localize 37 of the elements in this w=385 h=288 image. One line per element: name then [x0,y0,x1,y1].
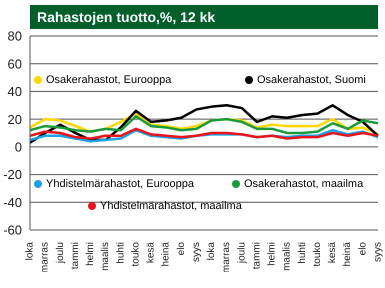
x-tick-label: loka [24,242,36,260]
x-tick-label: touko [130,242,142,266]
x-tick-label: loka [206,242,218,260]
x-tick-label: maalis [282,242,293,271]
x-tick-label: syys [372,242,384,262]
x-tick-label: helmi [85,242,96,266]
x-tick-label: elo [176,242,187,256]
x-tick-label: kesä [327,242,338,264]
y-tick-label: -20 [3,167,22,182]
x-tick-label: huhti [296,242,308,264]
x-tick-label: kesä [146,242,157,264]
legend-label: Osakerahastot, Eurooppa [46,74,172,86]
y-tick-label: 40 [8,84,22,100]
legend-label: Osakerahastot, maailma [244,178,364,190]
x-tick-label: tammi [251,242,262,270]
legend-label: Yhdistelmärahastot, Eurooppa [46,178,194,190]
chart-title: Rahastojen tuotto,%, 12 kk [30,5,378,29]
y-tick-label: -40 [3,194,22,210]
x-tick-label: elo [357,242,368,256]
line-series [28,128,380,140]
y-tick-label: 80 [8,28,22,44]
legend-label: Yhdistelmärahastot, maailma [100,200,242,212]
x-tick-label: huhti [115,242,126,264]
x-tick-label: helmi [266,242,278,266]
y-tick-label: -60 [3,222,22,238]
x-tick-label: joulu [54,242,66,264]
x-tick-label: heinä [342,242,354,266]
x-tick-label: syys [190,242,202,262]
y-tick-label: 0 [14,139,22,154]
legend-label: Osakerahastot, Suomi [257,74,366,86]
x-tick-label: heinä [160,242,172,266]
x-tick-label: touko [312,242,323,266]
x-tick-label: maalis [100,242,112,271]
x-tick-label: tammi [70,242,81,270]
y-tick-label: 20 [8,112,22,127]
x-tick-label: joulu [236,242,248,264]
y-tick-label: 60 [8,56,22,72]
